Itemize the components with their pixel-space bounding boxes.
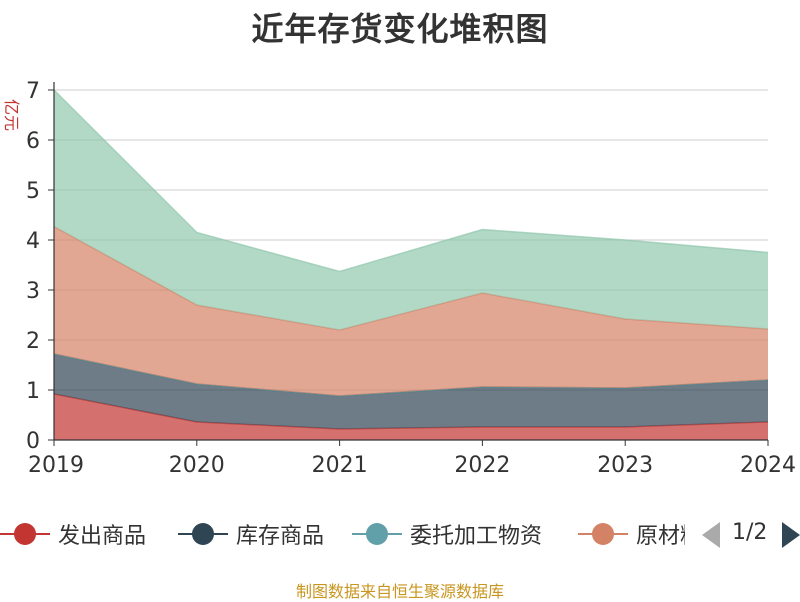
area-series-0 (54, 394, 768, 440)
legend-item[interactable]: 委托加工物资 (352, 518, 542, 550)
x-tick-label: 2023 (597, 453, 653, 478)
x-tick-label: 2020 (169, 453, 225, 478)
legend-item[interactable]: 原材料 (578, 518, 685, 550)
area-series-4 (54, 90, 768, 330)
legend-pager: 1/2 (700, 518, 800, 550)
legend-label: 原材料 (636, 524, 685, 549)
chart-area: 0 1 2 3 4 5 6 7 2019 2020 2021 2022 2023 2024 亿元 (2, 79, 796, 478)
x-tick-label: 2021 (312, 453, 368, 478)
legend-marker-icon (578, 519, 628, 549)
y-tick-label: 1 (26, 379, 40, 404)
legend-marker-icon (178, 519, 228, 549)
y-tick-label: 2 (26, 329, 40, 354)
legend: 发出商品 库存商品 委托加工物资 原材料 1/2 (0, 512, 800, 556)
legend-next-page-icon[interactable] (782, 522, 800, 548)
legend-label: 库存商品 (236, 524, 325, 549)
legend-items: 发出商品 库存商品 委托加工物资 原材料 (0, 512, 685, 556)
legend-marker-icon (0, 519, 50, 549)
y-tick-label: 3 (26, 279, 40, 304)
legend-item[interactable]: 发出商品 (0, 518, 146, 550)
legend-label: 发出商品 (58, 524, 147, 549)
y-tick-label: 5 (26, 179, 40, 204)
chart-title: 近年存货变化堆积图 (251, 10, 549, 48)
y-tick-label: 7 (26, 79, 40, 104)
legend-prev-page-icon[interactable] (702, 522, 720, 548)
y-tick-label: 6 (26, 129, 40, 154)
x-tick-label: 2022 (454, 453, 510, 478)
y-axis-label: 亿元 (2, 99, 21, 131)
source-note: 制图数据来自恒生聚源数据库 (295, 582, 504, 601)
legend-label: 委托加工物资 (410, 524, 543, 549)
y-tick-label: 4 (26, 229, 40, 254)
legend-marker-icon (352, 519, 402, 549)
legend-page-indicator: 1/2 (732, 520, 768, 545)
y-tick-label: 0 (26, 429, 40, 454)
legend-item[interactable]: 库存商品 (178, 518, 324, 550)
x-tick-label: 2019 (28, 453, 84, 478)
x-tick-label: 2024 (740, 453, 796, 478)
area-series-3 (54, 226, 768, 396)
line-series-4 (53, 89, 769, 273)
